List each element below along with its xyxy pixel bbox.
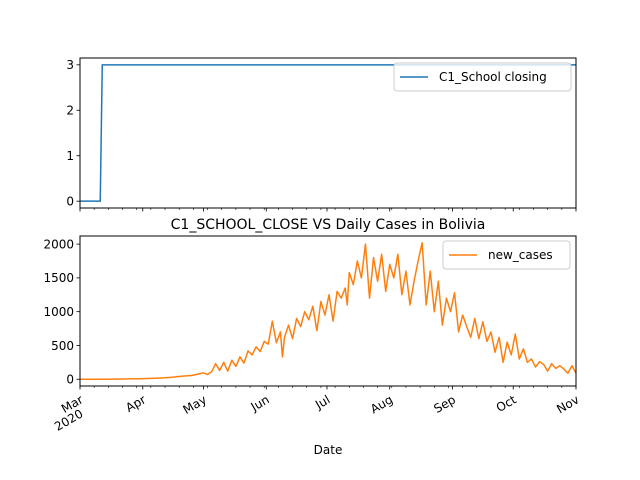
top-axes-frame <box>79 57 577 209</box>
top-legend: C1_School closing <box>393 62 572 92</box>
top-y-tick-label: 3 <box>66 58 74 72</box>
top-subplot: 0 1 2 3 C1_School closing <box>66 57 577 212</box>
top-y-tick-label: 0 <box>66 194 74 208</box>
top-y-tick-labels: 0 1 2 3 <box>66 58 74 208</box>
bottom-y-tick-label: 500 <box>51 339 74 353</box>
bottom-y-tick-label: 1500 <box>43 271 74 285</box>
x-tick-label: Jul <box>312 392 332 412</box>
bottom-axes-frame <box>79 235 577 387</box>
new-cases-line <box>80 242 577 380</box>
x-axis-label: Date <box>314 443 343 457</box>
bottom-y-tick-label: 1000 <box>43 305 74 319</box>
chart-title: C1_SCHOOL_CLOSE VS Daily Cases in Bolivi… <box>171 217 486 233</box>
top-y-ticks <box>76 64 80 202</box>
top-y-tick-label: 1 <box>66 149 74 163</box>
bottom-legend-box <box>442 240 571 270</box>
bottom-y-tick-labels: 0 500 1000 1500 2000 <box>43 237 74 386</box>
bottom-legend-label: new_cases <box>488 248 553 262</box>
bottom-y-tick-label: 0 <box>66 373 74 387</box>
top-legend-box <box>393 62 572 92</box>
bottom-subplot: C1_SCHOOL_CLOSE VS Daily Cases in Bolivi… <box>43 217 581 457</box>
bottom-y-ticks <box>76 243 80 380</box>
school-closing-line <box>80 64 576 202</box>
top-y-tick-label: 2 <box>66 104 74 118</box>
top-legend-label: C1_School closing <box>439 70 547 84</box>
bottom-y-tick-label: 2000 <box>43 237 74 251</box>
bottom-legend: new_cases <box>442 240 571 270</box>
